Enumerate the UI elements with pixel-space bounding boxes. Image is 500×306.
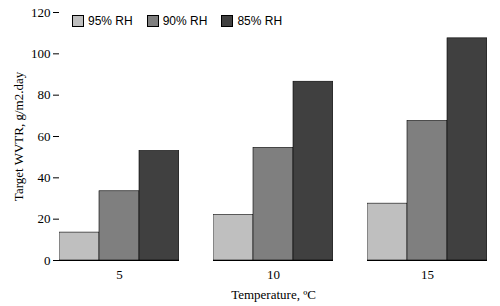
svg-text:60: 60 [38,129,51,144]
svg-text:120: 120 [31,5,51,20]
svg-text:Target WVTR, g/m2.day: Target WVTR, g/m2.day [11,71,26,201]
svg-text:100: 100 [31,46,51,61]
svg-text:0: 0 [44,253,51,268]
svg-text:Temperature, ºC: Temperature, ºC [231,287,316,302]
html-text:85% RH: 85% RH [237,14,283,28]
svg-text:5: 5 [116,267,123,282]
svg-text:15: 15 [421,267,434,282]
svg-text:40: 40 [38,170,51,185]
svg-text:80: 80 [38,87,51,102]
html-text:90% RH: 90% RH [162,14,208,28]
svg-text:20: 20 [38,211,51,226]
html-text:95% RH: 95% RH [88,14,133,28]
svg-text:10: 10 [267,267,280,282]
